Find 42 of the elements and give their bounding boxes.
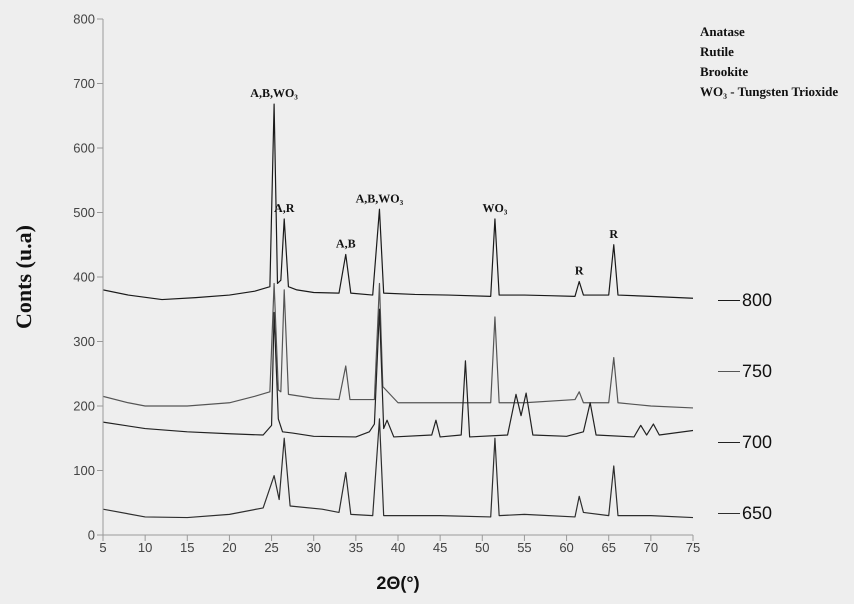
legend-label: 800: [742, 290, 772, 311]
x-tick-label: 50: [475, 540, 490, 556]
x-tick-label: 30: [306, 540, 321, 556]
x-tick-label: 65: [601, 540, 616, 556]
y-tick-label: 300: [73, 334, 95, 350]
legend-label: 650: [742, 503, 772, 524]
annotation: A,B: [336, 236, 356, 250]
line-series: [103, 282, 693, 409]
y-tick-label: 800: [73, 12, 95, 27]
legend-label: 700: [742, 432, 772, 453]
legend-label: 750: [742, 361, 772, 382]
x-tick-label: 10: [138, 540, 152, 556]
text: Brookite: [700, 63, 750, 81]
x-tick-label: 15: [180, 540, 195, 556]
x-tick-label: 40: [390, 540, 406, 556]
y-axis-title: Conts (u.a): [10, 225, 36, 329]
x-axis-title: 2Θ(°): [376, 573, 420, 593]
x-tick-label: 75: [686, 540, 700, 556]
annotation: WO₃: [482, 200, 508, 215]
y-tick-label: 500: [73, 205, 95, 220]
text: WO₃ - Tungsten Trioxide: [700, 83, 838, 101]
annotation: R: [574, 264, 584, 278]
text: Anatase: [700, 23, 746, 41]
annotation: R: [609, 226, 618, 241]
x-tick-label: 70: [644, 540, 658, 556]
x-tick-label: 35: [348, 540, 364, 556]
x-tick-label: 20: [222, 540, 237, 556]
annotation: A,B,WO₃: [250, 86, 298, 100]
y-tick-label: 600: [73, 140, 95, 156]
y-tick-label: 100: [73, 463, 95, 478]
y-tick-label: 0: [88, 528, 95, 543]
x-tick-label: 60: [559, 540, 574, 556]
x-tick-label: 25: [264, 540, 279, 556]
text: Rutile: [700, 43, 735, 61]
y-tick-label: 700: [73, 76, 95, 92]
annotation: A,B,WO₃: [356, 191, 404, 206]
line-series: [103, 104, 693, 300]
x-tick-label: 45: [432, 540, 448, 556]
x-tick-label: 55: [517, 540, 532, 556]
x-tick-label: 5: [99, 540, 107, 556]
y-tick-label: 400: [73, 270, 95, 285]
y-tick-label: 200: [73, 398, 95, 414]
